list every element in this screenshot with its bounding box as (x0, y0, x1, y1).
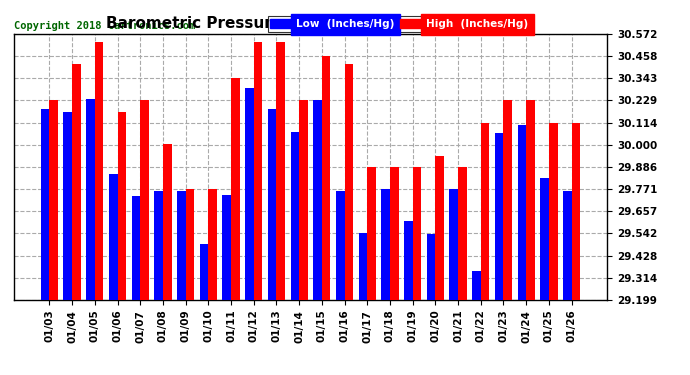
Bar (208, 189, 217, 300)
Bar (231, 78, 239, 300)
Bar (299, 100, 308, 300)
Bar (413, 167, 422, 300)
Bar (382, 189, 390, 300)
Bar (449, 189, 458, 300)
Bar (322, 56, 331, 300)
Bar (86, 99, 95, 300)
Bar (222, 195, 231, 300)
Bar (563, 191, 571, 300)
Bar (518, 125, 526, 300)
Bar (435, 156, 444, 300)
Bar (495, 133, 504, 300)
Bar (95, 42, 103, 300)
Bar (571, 123, 580, 300)
Bar (268, 109, 277, 300)
Bar (526, 100, 535, 300)
Bar (404, 221, 413, 300)
Bar (254, 42, 262, 300)
Bar (549, 123, 558, 300)
Bar (50, 100, 58, 300)
Bar (313, 100, 322, 300)
Legend: Low  (Inches/Hg), High  (Inches/Hg): Low (Inches/Hg), High (Inches/Hg) (268, 16, 531, 32)
Bar (177, 191, 186, 300)
Bar (481, 123, 489, 300)
Bar (290, 132, 299, 300)
Bar (72, 64, 81, 300)
Bar (367, 167, 376, 300)
Bar (199, 244, 208, 300)
Bar (117, 112, 126, 300)
Bar (359, 233, 367, 300)
Bar (277, 42, 285, 300)
Bar (390, 167, 399, 300)
Bar (504, 100, 512, 300)
Bar (132, 196, 140, 300)
Bar (336, 191, 344, 300)
Bar (140, 100, 149, 300)
Bar (426, 234, 435, 300)
Bar (458, 166, 466, 300)
Text: Copyright 2018 Cartronics.com: Copyright 2018 Cartronics.com (14, 21, 195, 31)
Bar (41, 109, 50, 300)
Bar (186, 189, 195, 300)
Bar (163, 144, 172, 300)
Bar (109, 174, 117, 300)
Title: Barometric Pressure  Daily High/Low  20180127: Barometric Pressure Daily High/Low 20180… (106, 16, 515, 31)
Bar (344, 64, 353, 300)
Bar (155, 191, 163, 300)
Bar (245, 88, 254, 300)
Bar (472, 271, 481, 300)
Bar (540, 178, 549, 300)
Bar (63, 112, 72, 300)
